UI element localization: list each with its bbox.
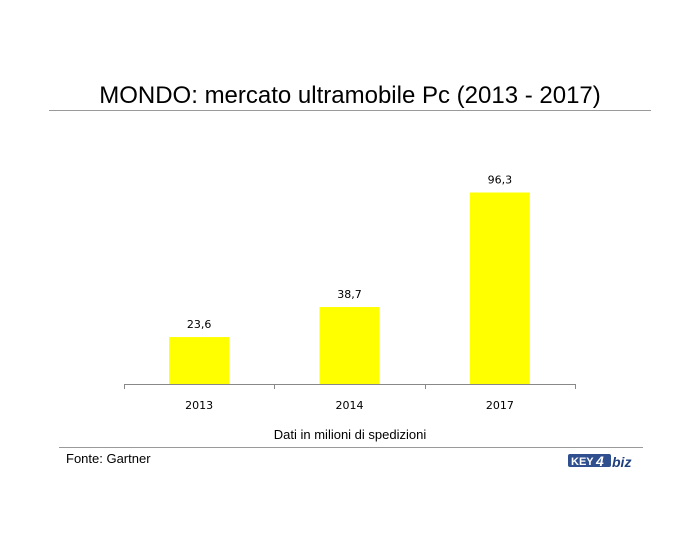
bar-2014	[319, 307, 380, 384]
svg-text:4: 4	[595, 453, 604, 469]
data-label-2013: 23,6	[187, 318, 212, 331]
footer-divider	[59, 447, 643, 448]
key4biz-logo: KEY 4 biz	[568, 453, 631, 470]
data-label-2017: 96,3	[488, 174, 513, 187]
x-tick-label-2013: 2013	[185, 399, 213, 412]
svg-text:biz: biz	[612, 454, 631, 470]
bar-2017	[469, 192, 530, 384]
axis-caption: Dati in milioni di spedizioni	[273, 427, 427, 442]
chart-title: MONDO: mercato ultramobile Pc (2013 - 20…	[99, 82, 601, 109]
source-note: Fonte: Gartner	[66, 451, 151, 466]
x-tick-label-2017: 2017	[486, 399, 514, 412]
bar-2013	[169, 337, 230, 384]
data-label-2014: 38,7	[337, 288, 362, 301]
title-divider	[49, 110, 651, 111]
svg-text:KEY: KEY	[571, 456, 594, 468]
x-tick-label-2014: 2014	[336, 399, 364, 412]
